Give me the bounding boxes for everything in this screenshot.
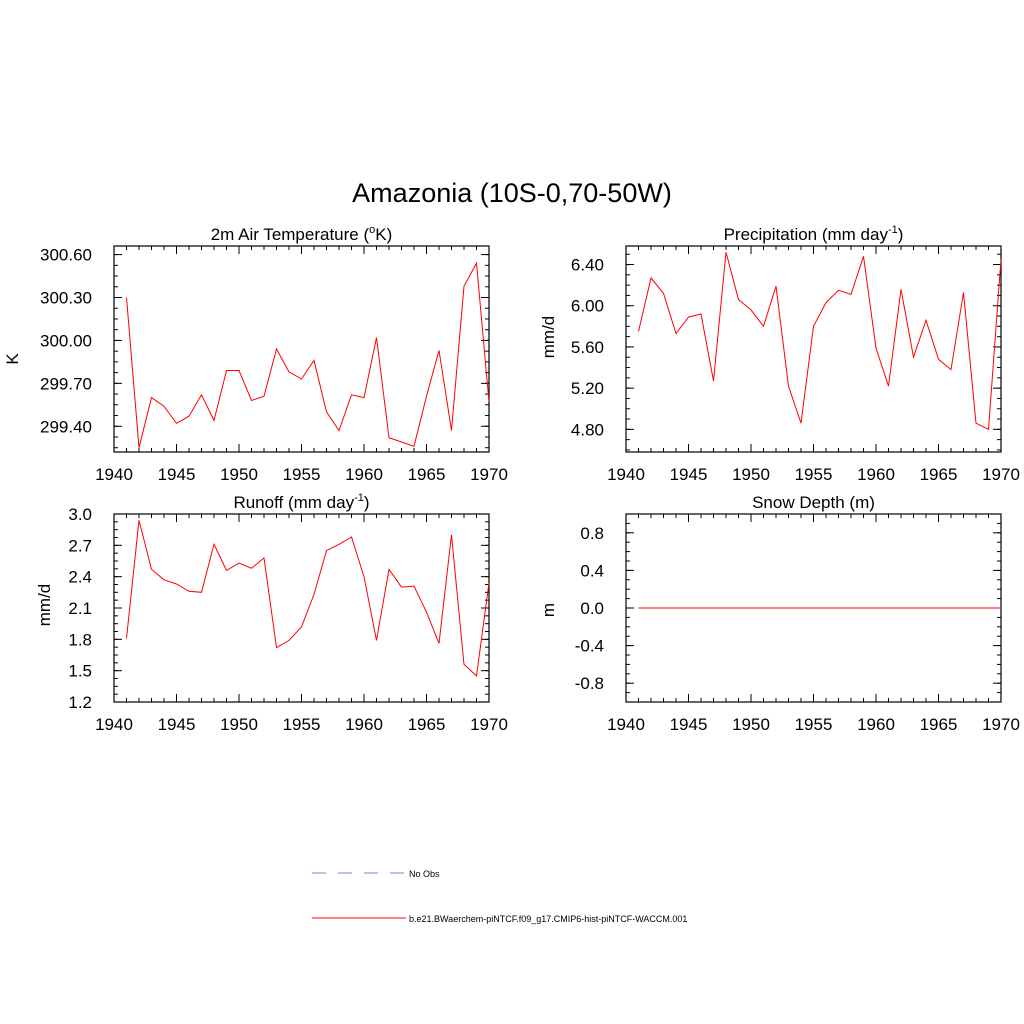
series-line — [638, 252, 1002, 431]
panel-title: Precipitation (mm day-1) — [724, 224, 904, 244]
y-tick-label: -0.8 — [575, 674, 604, 693]
panel-temperature: 2m Air Temperature (oK) K 1940 1945 1950 1955… — [3, 224, 508, 484]
x-tick-label: 1965 — [408, 715, 446, 734]
y-axis-label: mm/d — [539, 316, 558, 359]
panel-frame — [113, 245, 490, 453]
y-tick-label: 300.60 — [40, 246, 92, 265]
legend: No Obs b.e21.BWaerchem-piNTCF.f09_g17.CM… — [312, 869, 687, 924]
x-tick-label: 1965 — [920, 715, 958, 734]
figure-title: Amazonia (10S-0,70-50W) — [352, 178, 672, 208]
y-tick-label: 300.30 — [40, 289, 92, 308]
y-tick-label: 300.00 — [40, 331, 92, 350]
x-tick-label: 1940 — [95, 715, 133, 734]
y-tick-label: 1.8 — [68, 630, 92, 649]
x-tick-label: 1945 — [158, 465, 196, 484]
y-axis-label: mm/d — [35, 584, 54, 627]
y-tick-label: 6.00 — [571, 297, 604, 316]
x-tick-label: 1955 — [283, 715, 321, 734]
panel-title: 2m Air Temperature (oK) — [211, 224, 393, 244]
legend-model-label: b.e21.BWaerchem-piNTCF.f09_g17.CMIP6-his… — [409, 914, 687, 924]
y-tick-label: 6.40 — [571, 256, 604, 275]
x-tick-label: 1940 — [95, 465, 133, 484]
x-tick-label: 1955 — [795, 715, 833, 734]
panel-precipitation: Precipitation (mm day-1) mm/d 1940 1945 1950… — [539, 224, 1020, 484]
y-tick-label: 5.60 — [571, 338, 604, 357]
x-tick-label: 1950 — [220, 465, 258, 484]
y-tick-label: 2.4 — [68, 568, 92, 587]
x-tick-label: 1970 — [982, 715, 1020, 734]
y-tick-label: 5.20 — [571, 379, 604, 398]
x-tick-label: 1965 — [408, 465, 446, 484]
x-tick-label: 1940 — [607, 465, 645, 484]
y-tick-label: 299.40 — [40, 417, 92, 436]
series-line — [126, 261, 490, 448]
panel-snow-depth: Snow Depth (m) m 1940 1945 1950 1955 1960 1965 1… — [539, 493, 1020, 734]
x-tick-label: 1945 — [670, 715, 708, 734]
x-tick-label: 1950 — [732, 465, 770, 484]
x-tick-label: 1960 — [345, 465, 383, 484]
x-tick-label: 1950 — [732, 715, 770, 734]
y-tick-label: 4.80 — [571, 420, 604, 439]
y-tick-label: 0.0 — [580, 599, 604, 618]
y-axis-label: m — [539, 603, 558, 617]
x-tick-label: 1960 — [857, 715, 895, 734]
y-tick-label: 1.5 — [68, 662, 92, 681]
x-tick-label: 1970 — [470, 465, 508, 484]
y-tick-label: 1.2 — [68, 693, 92, 712]
panel-title: Runoff (mm day-1) — [233, 492, 369, 512]
x-tick-label: 1970 — [982, 465, 1020, 484]
panel-title: Snow Depth (m) — [752, 493, 875, 512]
y-tick-label: 299.70 — [40, 374, 92, 393]
y-tick-label: 2.7 — [68, 536, 92, 555]
x-tick-label: 1965 — [920, 465, 958, 484]
x-tick-label: 1945 — [158, 715, 196, 734]
panel-frame — [113, 513, 490, 703]
series-line — [126, 520, 490, 677]
y-axis-label: K — [3, 353, 22, 365]
x-tick-label: 1960 — [857, 465, 895, 484]
x-tick-label: 1955 — [283, 465, 321, 484]
y-tick-label: 0.4 — [580, 561, 604, 580]
y-tick-label: 2.1 — [68, 599, 92, 618]
legend-obs-label: No Obs — [409, 869, 440, 879]
y-tick-label: -0.4 — [575, 637, 604, 656]
panels: 2m Air Temperature (oK) K 1940 1945 1950 1955… — [3, 224, 1020, 734]
x-tick-label: 1960 — [345, 715, 383, 734]
panel-frame — [625, 245, 1002, 453]
x-tick-label: 1940 — [607, 715, 645, 734]
x-tick-label: 1945 — [670, 465, 708, 484]
y-tick-label: 3.0 — [68, 505, 92, 524]
x-tick-label: 1970 — [470, 715, 508, 734]
x-tick-label: 1955 — [795, 465, 833, 484]
x-tick-label: 1950 — [220, 715, 258, 734]
y-tick-label: 0.8 — [580, 524, 604, 543]
panel-runoff: Runoff (mm day-1) mm/d 1940 1945 1950 1955 196… — [35, 492, 508, 734]
